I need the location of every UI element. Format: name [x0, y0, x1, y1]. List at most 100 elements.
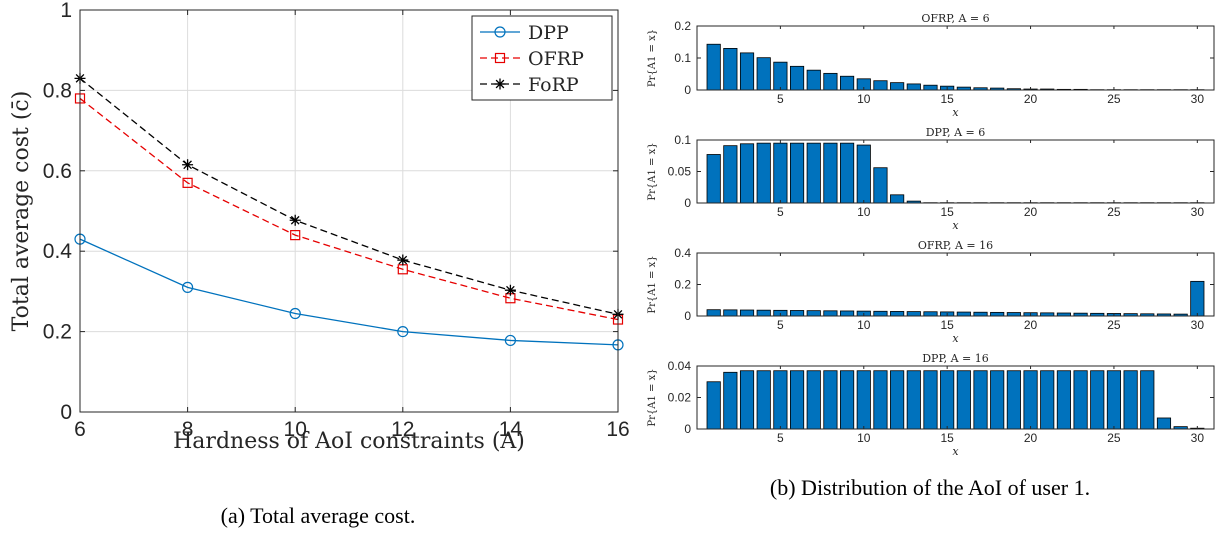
- x-tick-label: 12: [391, 418, 414, 441]
- bar: [956, 311, 971, 317]
- subplot-x-label: x: [952, 445, 959, 458]
- bar: [990, 370, 1005, 430]
- bar: [1073, 370, 1088, 430]
- bar: [1106, 370, 1122, 430]
- bar: [756, 57, 771, 91]
- bar: [1023, 370, 1038, 430]
- series-line-forp: [79, 77, 619, 315]
- bar: [890, 311, 905, 317]
- bar: [706, 309, 721, 317]
- x-tick-label: 20: [1024, 205, 1038, 219]
- y-tick-label: 0.04: [668, 359, 692, 373]
- y-tick-label: 0: [684, 83, 691, 97]
- y-tick-label: 0.4: [43, 240, 73, 263]
- x-tick-label: 25: [1107, 92, 1121, 106]
- caption-b: (b) Distribution of the AoI of user 1.: [770, 475, 1090, 500]
- bar: [806, 310, 821, 317]
- y-axis-label: Total average cost (c̄): [9, 91, 34, 332]
- x-tick-label: 10: [857, 92, 871, 106]
- bar: [823, 370, 838, 430]
- bar: [823, 310, 838, 317]
- bar: [723, 371, 738, 430]
- subplot-title: OFRP, A = 6: [921, 12, 989, 25]
- x-tick-label: 10: [284, 418, 307, 441]
- bar: [739, 370, 755, 430]
- bar: [873, 370, 888, 430]
- subplot-x-label: x: [952, 106, 959, 119]
- x-tick-label: 5: [777, 318, 784, 332]
- y-tick-label: 0.02: [668, 391, 692, 405]
- bar: [840, 370, 855, 430]
- x-tick-label: 15: [940, 318, 954, 332]
- x-tick-label: 30: [1191, 92, 1205, 106]
- bar: [840, 75, 855, 91]
- bar: [1140, 370, 1155, 430]
- bar: [789, 65, 805, 91]
- subplot-ofrp-a16: 5 10 15 20 25 30 0 0.2 0.4 OFRP, A = 16 x Pr{A1 = x…: [647, 239, 1215, 345]
- data-point-forp: [182, 159, 194, 171]
- bar: [806, 142, 821, 204]
- total-average-cost-chart: 6 8 10 12 14 16 0 0.2 0.4 0.6 0.8 1 Hardness of AoI …: [9, 0, 630, 454]
- x-tick-label: 25: [1107, 205, 1121, 219]
- subplot-x-label: x: [952, 332, 959, 345]
- bar: [1006, 370, 1021, 430]
- bar: [840, 142, 855, 204]
- y-tick-label: 0.05: [668, 165, 692, 179]
- bar: [956, 370, 971, 430]
- subplot-title: DPP, A = 6: [926, 126, 986, 139]
- bar: [773, 142, 788, 204]
- x-tick-label: 30: [1191, 431, 1205, 445]
- subplot-dpp-a6: 5 10 15 20 25 30 0 0.05 0.1 DPP, A = 6 x Pr{A1 = x}: [647, 126, 1215, 232]
- bar: [723, 48, 738, 91]
- bar: [873, 80, 888, 91]
- axes-box: [79, 9, 619, 413]
- y-tick-label: 1: [60, 0, 72, 22]
- legend-marker-forp: [494, 78, 506, 90]
- bar: [789, 370, 805, 430]
- x-tick-label: 25: [1107, 431, 1121, 445]
- bar: [923, 84, 938, 91]
- bar: [773, 370, 788, 430]
- bar: [756, 309, 771, 317]
- bar: [739, 309, 755, 317]
- series-line-dpp: [79, 238, 619, 346]
- y-tick-label: 0: [684, 422, 691, 436]
- x-tick-label: 20: [1024, 431, 1038, 445]
- x-tick-label: 5: [777, 92, 784, 106]
- bar: [873, 167, 888, 204]
- bar: [940, 370, 955, 430]
- x-tick-label: 15: [940, 205, 954, 219]
- bar: [723, 145, 738, 204]
- data-point-forp: [397, 254, 409, 266]
- y-tick-label: 0.2: [43, 321, 72, 344]
- x-tick-label: 10: [857, 318, 871, 332]
- bar: [906, 311, 921, 317]
- x-tick-label: 15: [940, 92, 954, 106]
- bar: [706, 43, 721, 91]
- y-tick-label: 0.6: [43, 160, 72, 183]
- legend-marker-dpp: [494, 26, 506, 38]
- subplot-y-label: Pr{A1 = x}: [647, 29, 658, 87]
- data-point-dpp: [289, 307, 301, 320]
- bar: [706, 381, 721, 430]
- subplot-x-label: x: [952, 219, 959, 232]
- data-point-forp: [289, 214, 301, 226]
- subplot-ofrp-a6: 5 10 15 20 25 30 0 0.1 0.2 OFRP, A = 6 x Pr{A1 = x}: [647, 12, 1215, 119]
- bar: [923, 311, 938, 317]
- bar: [973, 370, 988, 430]
- x-tick-label: 16: [606, 418, 629, 441]
- data-point-dpp: [397, 326, 409, 338]
- bar: [1006, 312, 1021, 317]
- bar: [923, 370, 938, 430]
- series-line-ofrp: [79, 97, 619, 321]
- legend-label-forp: FoRP: [528, 74, 579, 96]
- caption-a: (a) Total average cost.: [221, 503, 416, 528]
- y-tick-label: 0.2: [674, 19, 691, 33]
- bar: [756, 142, 771, 204]
- y-tick-label: 0: [60, 401, 72, 424]
- x-tick-label: 5: [777, 431, 784, 445]
- bar: [789, 310, 805, 317]
- bar: [1156, 417, 1172, 430]
- bar: [873, 310, 888, 317]
